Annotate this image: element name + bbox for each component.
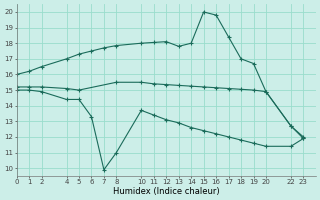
X-axis label: Humidex (Indice chaleur): Humidex (Indice chaleur) bbox=[113, 187, 220, 196]
